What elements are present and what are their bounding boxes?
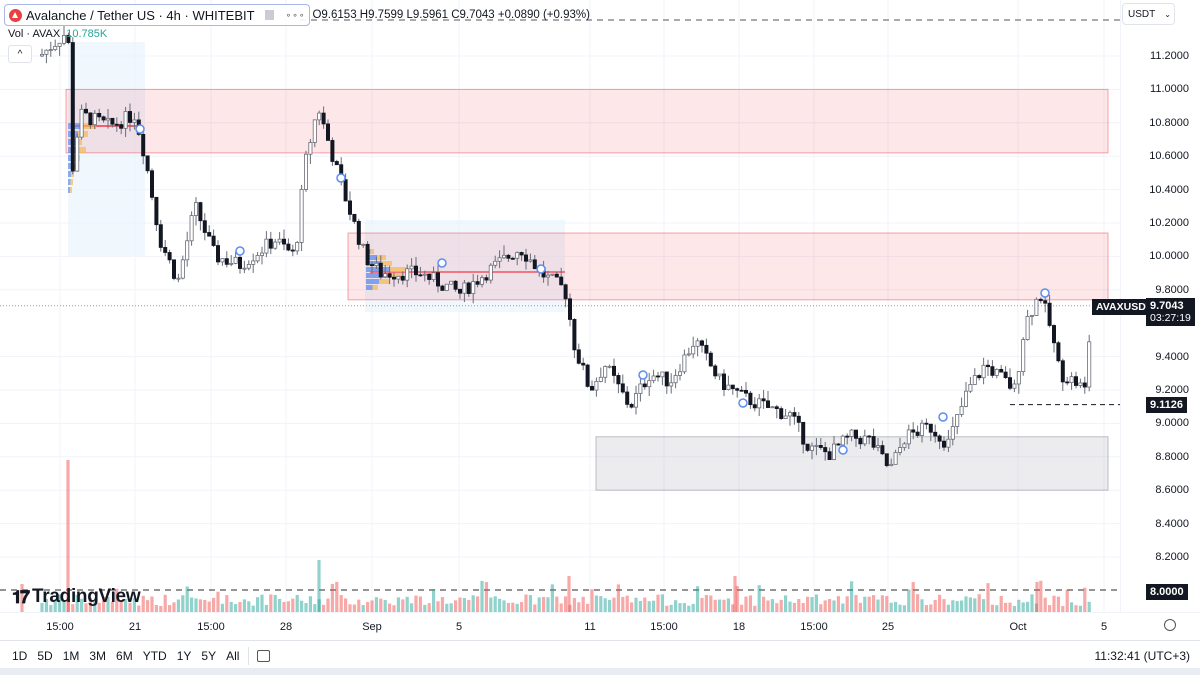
signal-marker (437, 258, 447, 268)
settings-gear-icon[interactable] (1164, 619, 1176, 631)
chart-legend: Avalanche / Tether US · 4h · WHITEBIT ∘∘… (4, 4, 590, 26)
currency-select[interactable]: USDT ⌄ (1122, 3, 1175, 25)
signal-marker (235, 246, 245, 256)
range-button-1m[interactable]: 1M (62, 649, 80, 663)
price-axis-label: 8.2000 (1155, 551, 1189, 563)
zone-resistance-1 (65, 88, 1109, 154)
range-button-5d[interactable]: 5D (37, 649, 53, 663)
level-tag-9-1126: 9.1126 (1146, 397, 1188, 413)
time-axis-label: 15:00 (650, 621, 678, 633)
symbol-info[interactable]: Avalanche / Tether US · 4h · WHITEBIT ∘∘… (4, 4, 311, 26)
symbol-title: Avalanche / Tether US · 4h · WHITEBIT (26, 7, 255, 23)
range-button-5y[interactable]: 5Y (201, 649, 217, 663)
branding-text: TradingView (32, 586, 141, 607)
tradingview-logo-icon: 𝟏𝟕 (12, 586, 30, 607)
bottom-toolbar: 1D 5D 1M 3M 6M YTD 1Y 5Y All 11:32:41 (UTC+3) (0, 640, 1200, 671)
volume-label: Vol · AVAX (8, 28, 61, 40)
level-tag-8-0000: 8.0000 (1146, 584, 1188, 600)
last-price-tag: 9.7043 03:27:19 (1146, 298, 1195, 326)
price-axis-label: 9.2000 (1155, 384, 1189, 396)
signal-marker (336, 173, 346, 183)
range-button-3m[interactable]: 3M (89, 649, 107, 663)
signal-marker (938, 412, 948, 422)
price-axis-label: 10.0000 (1149, 250, 1189, 263)
price-axis-label: 9.8000 (1155, 283, 1189, 296)
bar-countdown: 03:27:19 (1150, 312, 1191, 324)
range-button-all[interactable]: All (226, 649, 240, 663)
flag-icon[interactable] (264, 10, 274, 20)
price-chart[interactable] (0, 0, 1120, 612)
collapse-pane-button[interactable]: ^ (8, 45, 32, 63)
time-axis-label: 11 (584, 621, 596, 633)
price-axis-label: 11.0000 (1150, 83, 1189, 96)
price-axis-label: 10.2000 (1149, 217, 1189, 229)
signal-marker (738, 398, 748, 408)
time-axis-label: 21 (128, 621, 142, 633)
last-price: 9.7043 (1150, 300, 1184, 312)
ohlc-values: O9.6153 H9.7599 L9.5961 C9.7043 +0.0890 … (312, 9, 590, 21)
price-axis-label: 9.4000 (1155, 350, 1189, 363)
price-axis-label: 10.6000 (1149, 150, 1189, 163)
time-axis-label: 15:00 (197, 621, 225, 633)
signal-marker (638, 370, 648, 380)
time-axis-label: 18 (732, 621, 746, 633)
time-axis-label: 5 (455, 621, 463, 633)
divider (248, 647, 250, 665)
clock: 11:32:41 (UTC+3) (1094, 649, 1191, 663)
price-axis-label: 8.6000 (1155, 484, 1189, 497)
time-axis-label: 5 (1100, 621, 1108, 633)
price-axis-label: 10.4000 (1149, 183, 1189, 196)
currency-value: USDT (1128, 8, 1156, 20)
avalanche-logo-icon (9, 8, 22, 22)
range-button-6m[interactable]: 6M (116, 649, 133, 663)
bottom-strip (0, 668, 1200, 675)
time-axis-label: 15:00 (800, 621, 828, 633)
tradingview-logo[interactable]: 𝟏𝟕 TradingView (12, 586, 141, 608)
symbol-price-tag: AVAXUSDT (1092, 299, 1157, 315)
volume-profile-range (365, 220, 565, 312)
time-axis[interactable]: 15:00 21 15:00 28 Sep 5 11 15:00 18 15:00 25 Oct 5 (0, 612, 1200, 641)
volume-value: 10.785K (66, 28, 108, 40)
price-axis-label: 9.0000 (1155, 417, 1189, 430)
range-button-1d[interactable]: 1D (12, 649, 28, 663)
range-button-1y[interactable]: 1Y (176, 649, 192, 663)
range-button-ytd[interactable]: YTD (142, 649, 167, 663)
chart-area[interactable] (0, 0, 1120, 612)
price-axis-label: 8.8000 (1155, 450, 1189, 463)
price-axis-label: 11.2000 (1150, 50, 1189, 62)
range-buttons: 1D 5D 1M 3M 6M YTD 1Y 5Y All (7, 649, 244, 663)
signal-marker (838, 445, 848, 455)
volume-legend: Vol · AVAX 10.785K (8, 28, 107, 40)
ellipsis-icon[interactable]: ∘∘∘ (285, 9, 306, 20)
price-axis-label: 10.8000 (1149, 116, 1189, 129)
time-axis-label: Oct (1009, 621, 1027, 633)
goto-date-icon[interactable] (257, 650, 271, 662)
signal-marker (536, 264, 546, 274)
zone-support (595, 436, 1109, 491)
time-axis-label: 28 (279, 621, 293, 633)
time-axis-label: Sep (362, 621, 382, 633)
time-axis-label: 15:00 (46, 621, 74, 633)
chevron-up-icon: ^ (17, 48, 23, 60)
signal-marker (135, 124, 145, 134)
chevron-down-icon: ⌄ (1164, 9, 1171, 19)
price-axis-label: 8.4000 (1155, 517, 1189, 530)
time-axis-label: 25 (881, 621, 895, 633)
signal-marker (1040, 288, 1050, 298)
